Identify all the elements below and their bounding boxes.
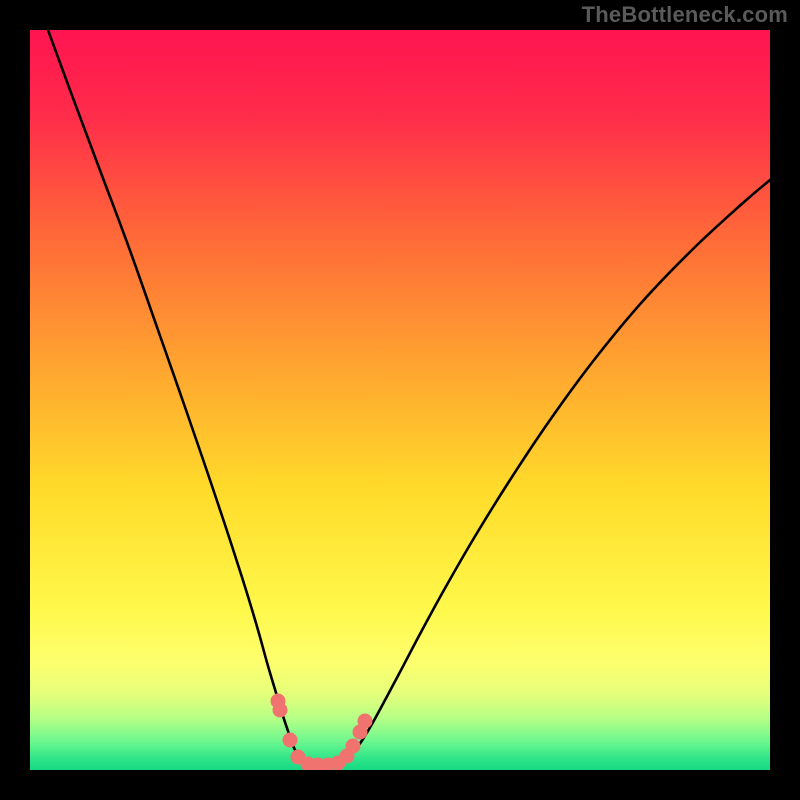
- bottleneck-chart: [0, 0, 800, 800]
- data-marker: [358, 714, 372, 728]
- data-marker: [283, 733, 297, 747]
- chart-svg: [0, 0, 800, 800]
- data-marker: [346, 739, 360, 753]
- data-marker: [273, 703, 287, 717]
- plot-background: [30, 30, 770, 770]
- watermark-text: TheBottleneck.com: [582, 2, 788, 28]
